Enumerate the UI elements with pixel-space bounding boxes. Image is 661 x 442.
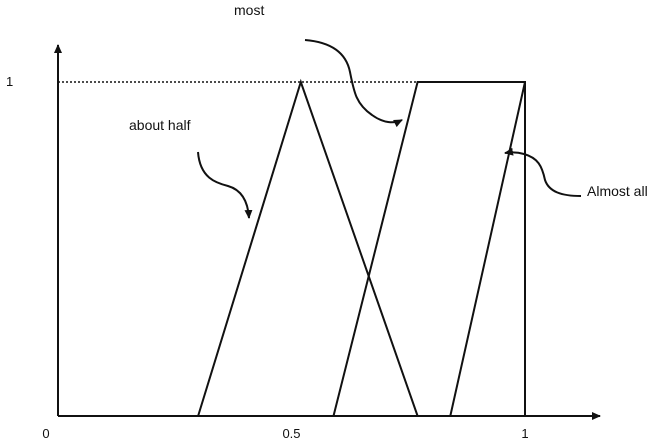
- series-almost-all: [449, 81, 526, 417]
- arrow-about-half: [197, 151, 253, 219]
- y-tick-label-1: 1: [6, 74, 13, 89]
- x-tick-label-0-5: 0.5: [282, 426, 300, 441]
- series-about-half: [197, 78, 419, 417]
- x-tick-label-1: 1: [521, 426, 528, 441]
- arrow-almost-all: [504, 147, 582, 197]
- annotation-almost-all: Almost all: [587, 183, 648, 199]
- annotation-about-half: about half: [129, 117, 191, 133]
- annotation-most: most: [234, 2, 264, 18]
- x-tick-label-0: 0: [42, 426, 49, 441]
- arrow-most: [304, 39, 403, 128]
- series-most: [332, 81, 526, 417]
